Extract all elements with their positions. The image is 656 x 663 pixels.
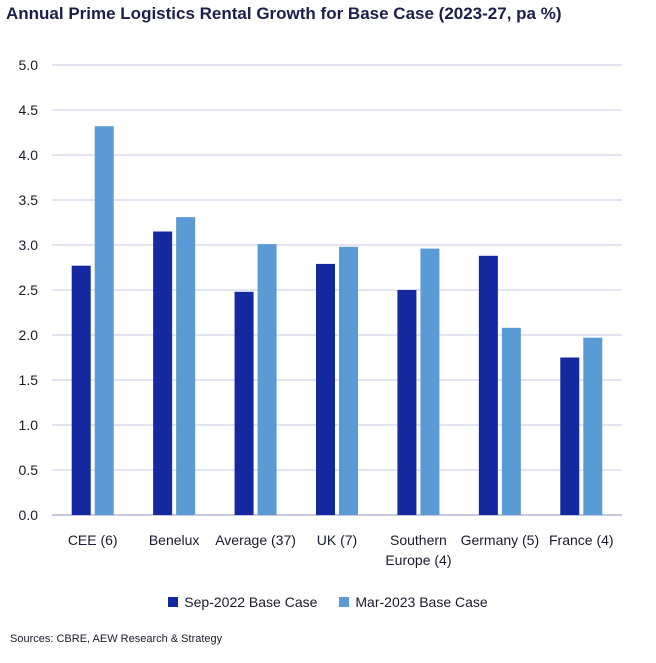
bar-series-2 [94, 126, 114, 515]
y-tick-label: 1.5 [19, 372, 39, 388]
x-category-label: Benelux [149, 532, 200, 548]
legend-swatch-series-2 [339, 597, 350, 607]
bars [71, 126, 603, 516]
bar-series-1 [316, 263, 335, 515]
y-tick-label: 0.5 [19, 462, 39, 478]
bar-series-1 [153, 231, 173, 515]
legend: Sep-2022 Base Case Mar-2023 Base Case [0, 594, 656, 610]
y-tick-label: 4.5 [19, 102, 39, 118]
legend-swatch-series-1 [168, 597, 179, 607]
y-axis-tick-labels: 0.0 0.5 1.0 1.5 2.0 2.5 3.0 3.5 4.0 4.5 5.0 [19, 57, 39, 523]
bar-series-2 [420, 248, 440, 515]
legend-label-series-2: Mar-2023 Base Case [355, 594, 488, 610]
legend-item-series-2: Mar-2023 Base Case [339, 594, 488, 610]
bar-series-1 [478, 255, 498, 516]
y-tick-label: 3.0 [19, 237, 39, 253]
bar-series-1 [560, 357, 580, 515]
legend-label-series-1: Sep-2022 Base Case [184, 594, 318, 610]
y-tick-label: 0.0 [19, 507, 39, 523]
bar-series-2 [176, 217, 196, 515]
y-tick-label: 3.5 [19, 192, 39, 208]
x-category-label: Southern [390, 532, 447, 548]
y-tick-label: 2.0 [19, 327, 39, 343]
x-category-label: Europe (4) [385, 552, 451, 568]
y-tick-label: 2.5 [19, 282, 39, 298]
bar-series-1 [71, 265, 91, 515]
x-category-label: CEE (6) [68, 532, 118, 548]
x-category-label: UK (7) [317, 532, 357, 548]
x-axis-category-labels: CEE (6) Benelux Average (37) UK (7) Southern… [68, 532, 614, 568]
x-category-label: Average (37) [215, 532, 296, 548]
bar-series-1 [397, 290, 417, 515]
bar-series-2 [257, 244, 277, 515]
bar-series-2 [501, 327, 521, 515]
chart-title: Annual Prime Logistics Rental Growth for… [6, 4, 562, 23]
x-category-label: France (4) [549, 532, 614, 548]
y-tick-label: 1.0 [19, 417, 39, 433]
legend-item-series-1: Sep-2022 Base Case [168, 594, 317, 610]
y-tick-label: 5.0 [19, 57, 39, 73]
bar-series-1 [234, 291, 254, 515]
grid-lines [52, 64, 622, 516]
bar-series-2 [339, 246, 358, 516]
bar-series-2 [583, 337, 603, 515]
source-note: Sources: CBRE, AEW Research & Strategy [10, 633, 223, 645]
bar-chart: 0.0 0.5 1.0 1.5 2.0 2.5 3.0 3.5 4.0 4.5 5.0 CEE (6… [19, 57, 622, 568]
y-tick-label: 4.0 [19, 147, 39, 163]
x-category-label: Germany (5) [461, 532, 540, 548]
